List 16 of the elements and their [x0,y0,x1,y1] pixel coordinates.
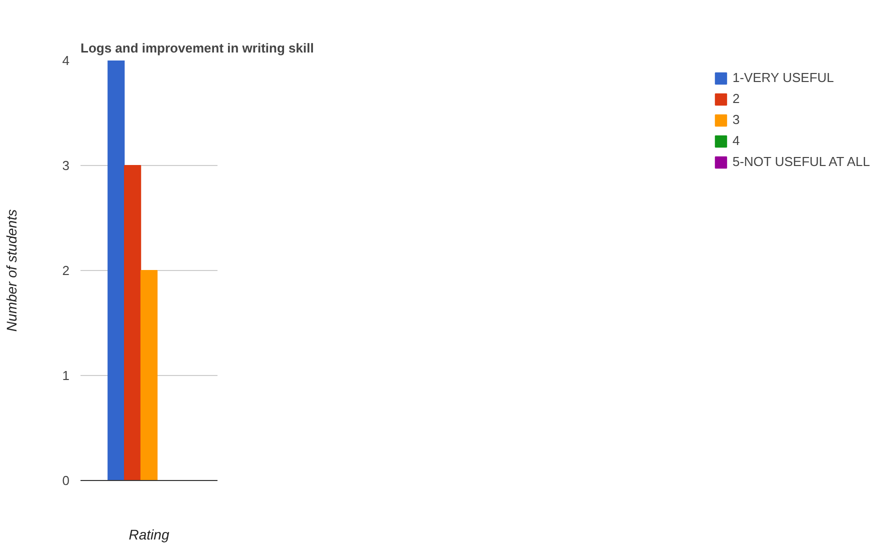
y-tick-label: 1 [62,368,70,383]
y-tick-label: 2 [62,263,70,278]
legend-label: 4 [732,133,741,148]
legend-label: 1-VERY USEFUL [732,70,834,85]
y-axis-title: Number of students [3,209,20,332]
bar [124,165,142,480]
chart-title: Logs and improvement in writing skill [80,40,314,56]
bar [140,270,158,480]
y-tick-label: 4 [62,53,70,68]
legend-label: 3 [732,112,741,127]
y-tick-label: 3 [62,158,70,173]
legend-label: 5-NOT USEFUL AT ALL [732,154,870,169]
x-axis-title: Rating [128,526,170,542]
y-tick-label: 0 [62,473,70,488]
legend-label: 2 [732,91,741,106]
bar [108,60,125,480]
